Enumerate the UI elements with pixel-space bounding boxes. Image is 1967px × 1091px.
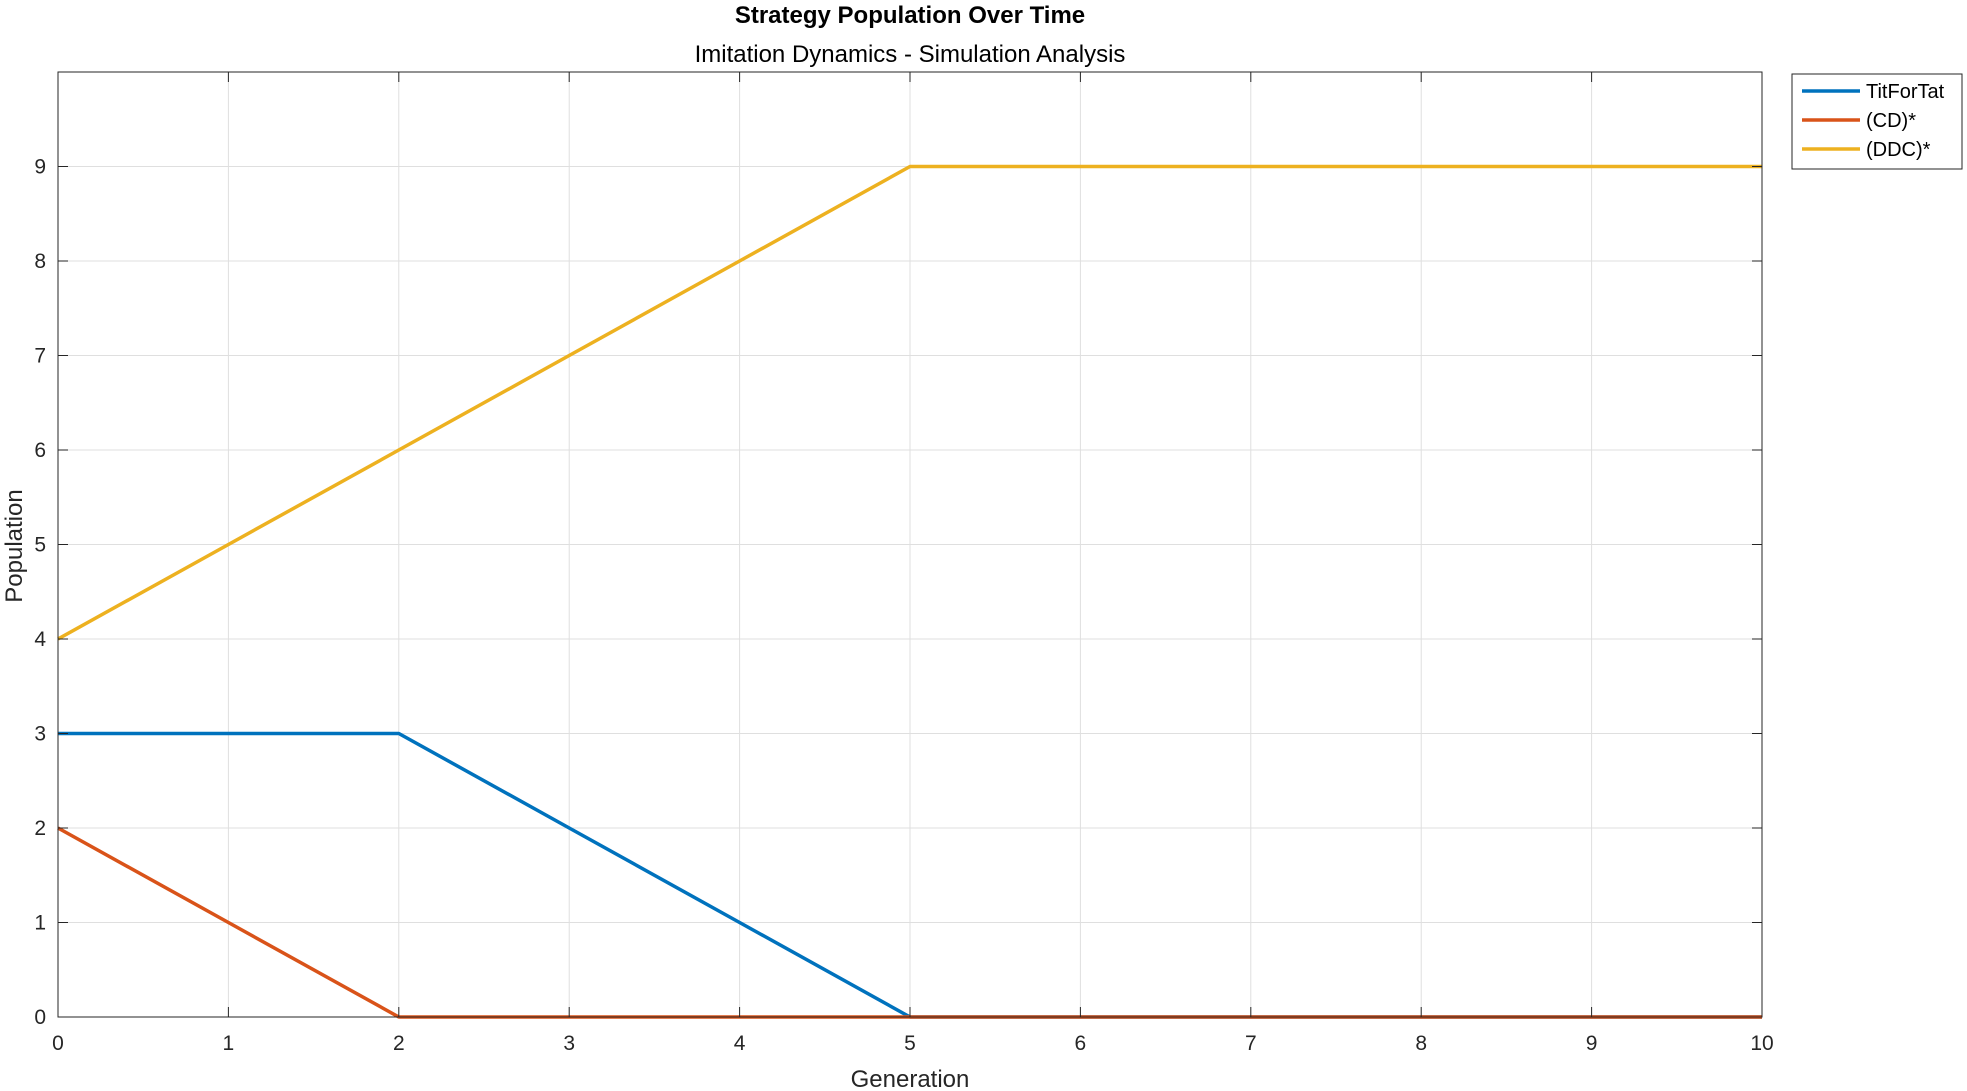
x-tick-label: 9 bbox=[1586, 1032, 1598, 1055]
legend-label: (CD)* bbox=[1866, 110, 1916, 132]
y-tick-label: 5 bbox=[34, 534, 46, 557]
legend-label: TitForTat bbox=[1866, 81, 1945, 103]
y-tick-label: 3 bbox=[34, 723, 46, 746]
y-tick-label: 9 bbox=[34, 156, 46, 179]
y-tick-label: 2 bbox=[34, 817, 46, 840]
chart-subtitle: Imitation Dynamics - Simulation Analysis bbox=[695, 41, 1126, 68]
y-tick-labels: 0 1 2 3 4 5 6 7 8 9 bbox=[34, 156, 46, 1030]
x-tick-label: 0 bbox=[52, 1032, 64, 1055]
x-tick-label: 5 bbox=[904, 1032, 916, 1055]
axis-ticks bbox=[57, 72, 1763, 1018]
y-tick-label: 8 bbox=[34, 250, 46, 273]
y-tick-label: 1 bbox=[34, 912, 46, 935]
y-tick-label: 6 bbox=[34, 439, 46, 462]
legend: TitForTat (CD)* (DDC)* bbox=[1791, 73, 1963, 170]
y-tick-label: 0 bbox=[34, 1006, 46, 1029]
x-tick-label: 1 bbox=[223, 1032, 235, 1055]
x-tick-label: 10 bbox=[1750, 1032, 1773, 1055]
x-axis-label: Generation bbox=[851, 1066, 970, 1091]
x-tick-label: 3 bbox=[563, 1032, 575, 1055]
y-tick-label: 4 bbox=[34, 628, 46, 651]
y-axis-label: Population bbox=[1, 489, 28, 602]
series-line-3 bbox=[57, 164, 1762, 641]
legend-label: (DDC)* bbox=[1866, 139, 1931, 161]
y-tick-label: 7 bbox=[34, 345, 46, 368]
x-tick-label: 8 bbox=[1415, 1032, 1427, 1055]
x-tick-label: 4 bbox=[734, 1032, 746, 1055]
x-tick-label: 2 bbox=[393, 1032, 405, 1055]
chart-title: Strategy Population Over Time bbox=[735, 2, 1085, 29]
x-tick-labels: 0 1 2 3 4 5 6 7 8 9 10 bbox=[52, 1032, 1774, 1055]
x-tick-label: 6 bbox=[1075, 1032, 1087, 1055]
x-tick-label: 7 bbox=[1245, 1032, 1257, 1055]
